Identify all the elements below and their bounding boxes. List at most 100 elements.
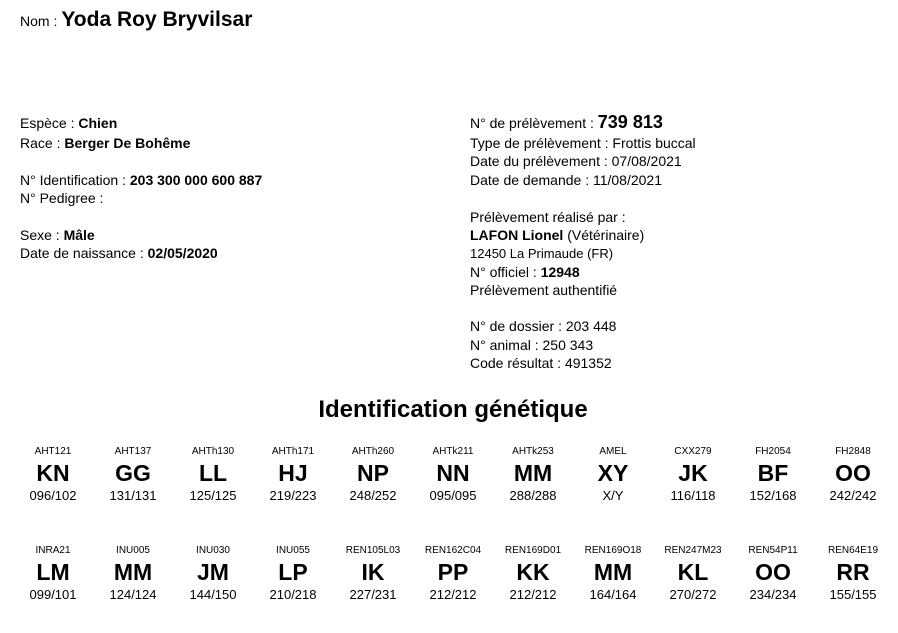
veterinaire: LAFON Lionel (Vétérinaire) <box>470 227 644 243</box>
allele-letters: LL <box>198 460 228 486</box>
allele-sizes: 116/118 <box>670 488 716 503</box>
marker-cell: AHTk211 NN 095/095 <box>413 446 493 503</box>
marker-cell: AHT121 KN 096/102 <box>13 446 93 503</box>
race-label: Race : <box>20 135 61 151</box>
identification-value: 203 300 000 600 887 <box>129 172 263 188</box>
marker-name: REN162C04 <box>424 545 482 556</box>
marker-cell: REN54P11 OO 234/234 <box>733 545 813 602</box>
allele-letters: KL <box>677 559 709 585</box>
date-demande: Date de demande : 11/08/2021 <box>470 172 663 188</box>
marker-cell: AHTh260 NP 248/252 <box>333 446 413 503</box>
allele-sizes: 152/168 <box>749 488 797 503</box>
allele-sizes: 242/242 <box>829 488 877 503</box>
sexe-label: Sexe : <box>20 227 60 243</box>
allele-sizes: 099/101 <box>29 587 77 602</box>
allele-letters: MM <box>513 460 553 486</box>
marker-name: REN169D01 <box>504 545 562 556</box>
marker-cell: CXX279 JK 116/118 <box>653 446 733 503</box>
allele-letters: OO <box>835 460 871 486</box>
prelevement-value: 739 813 <box>597 112 663 132</box>
animal-number: N° animal : 250 343 <box>470 337 594 353</box>
allele-sizes: X/Y <box>602 488 624 503</box>
marker-name: AHTh260 <box>351 446 395 457</box>
allele-letters: LM <box>36 559 70 585</box>
dossier: N° de dossier : 203 448 <box>470 318 617 334</box>
section-title: Identification génétique <box>318 396 588 423</box>
marker-name: INU055 <box>276 545 310 556</box>
allele-sizes: 164/164 <box>589 587 637 602</box>
allele-sizes: 212/212 <box>509 587 557 602</box>
marker-name: REN64E19 <box>827 545 879 556</box>
marker-row-1: AHT121 KN 096/102 AHT137 GG 131/131 AHTh130 LL 1… <box>13 446 893 503</box>
numero-officiel: N° officiel : 12948 <box>470 264 580 280</box>
allele-letters: NN <box>436 460 470 486</box>
allele-letters: NP <box>357 460 389 486</box>
marker-cell: INU030 JM 144/150 <box>173 545 253 602</box>
marker-name: AHT137 <box>114 446 152 457</box>
marker-name: AHTk253 <box>512 446 554 457</box>
marker-cell: FH2054 BF 152/168 <box>733 446 813 503</box>
code-resultat: Code résultat : 491352 <box>470 355 612 371</box>
marker-cell: FH2848 OO 242/242 <box>813 446 893 503</box>
pedigree: N° Pedigree : <box>20 190 104 206</box>
allele-letters: LP <box>278 559 308 585</box>
race: Race : Berger De Bohême <box>20 135 190 151</box>
name-label: Nom : <box>20 13 58 29</box>
marker-name: INU005 <box>116 545 150 556</box>
vet-address: 12450 La Primaude (FR) <box>470 246 614 261</box>
marker-name: REN247M23 <box>664 545 722 556</box>
allele-letters: PP <box>437 559 469 585</box>
allele-letters: JK <box>678 460 708 486</box>
marker-cell: INU005 MM 124/124 <box>93 545 173 602</box>
allele-sizes: 144/150 <box>189 587 237 602</box>
allele-sizes: 219/223 <box>269 488 317 503</box>
espece-label: Espèce : <box>20 115 75 131</box>
naissance-label: Date de naissance : <box>20 245 144 261</box>
allele-sizes: 210/218 <box>269 587 317 602</box>
allele-sizes: 095/095 <box>429 488 477 503</box>
marker-cell: AHT137 GG 131/131 <box>93 446 173 503</box>
marker-cell: REN64E19 RR 155/155 <box>813 545 893 602</box>
marker-name: REN54P11 <box>748 545 798 556</box>
marker-cell: AHTh171 HJ 219/223 <box>253 446 333 503</box>
marker-cell: INRA21 LM 099/101 <box>13 545 93 602</box>
marker-name: INU030 <box>196 545 230 556</box>
allele-letters: MM <box>113 559 153 585</box>
allele-letters: MM <box>593 559 633 585</box>
vet-role: (Vétérinaire) <box>567 227 645 243</box>
marker-cell: INU055 LP 210/218 <box>253 545 333 602</box>
marker-name: INRA21 <box>35 545 71 556</box>
officiel-label: N° officiel : <box>470 264 537 280</box>
allele-letters: RR <box>836 559 870 585</box>
allele-letters: JM <box>197 559 229 585</box>
identification-label: N° Identification : <box>20 172 126 188</box>
allele-sizes: 248/252 <box>349 488 397 503</box>
prelevement-label: N° de prélèvement : <box>470 115 594 131</box>
allele-letters: GG <box>115 460 151 486</box>
allele-letters: IK <box>361 559 385 585</box>
allele-letters: KN <box>36 460 70 486</box>
naissance-value: 02/05/2020 <box>147 245 218 261</box>
marker-name: FH2848 <box>835 446 871 457</box>
marker-cell: AHTk253 MM 288/288 <box>493 446 573 503</box>
marker-name: CXX279 <box>674 446 712 457</box>
sexe: Sexe : Mâle <box>20 227 95 243</box>
realise-par: Prélèvement réalisé par : <box>470 209 626 225</box>
vet-name: LAFON Lionel <box>470 227 564 243</box>
prelevement-number: N° de prélèvement : 739 813 <box>470 112 663 133</box>
marker-name: AHT121 <box>34 446 72 457</box>
allele-letters: OO <box>755 559 791 585</box>
allele-letters: XY <box>597 460 629 486</box>
allele-sizes: 212/212 <box>429 587 477 602</box>
marker-cell: REN169D01 KK 212/212 <box>493 545 573 602</box>
allele-sizes: 124/124 <box>109 587 157 602</box>
allele-sizes: 227/231 <box>349 587 397 602</box>
allele-sizes: 125/125 <box>189 488 237 503</box>
allele-sizes: 096/102 <box>29 488 77 503</box>
allele-sizes: 155/155 <box>829 587 877 602</box>
animal-name: Nom : Yoda Roy Bryvilsar <box>20 8 252 32</box>
marker-row-2: INRA21 LM 099/101 INU005 MM 124/124 INU030 JM 14… <box>13 545 893 602</box>
allele-sizes: 270/272 <box>669 587 717 602</box>
date-prelevement: Date du prélèvement : 07/08/2021 <box>470 153 682 169</box>
